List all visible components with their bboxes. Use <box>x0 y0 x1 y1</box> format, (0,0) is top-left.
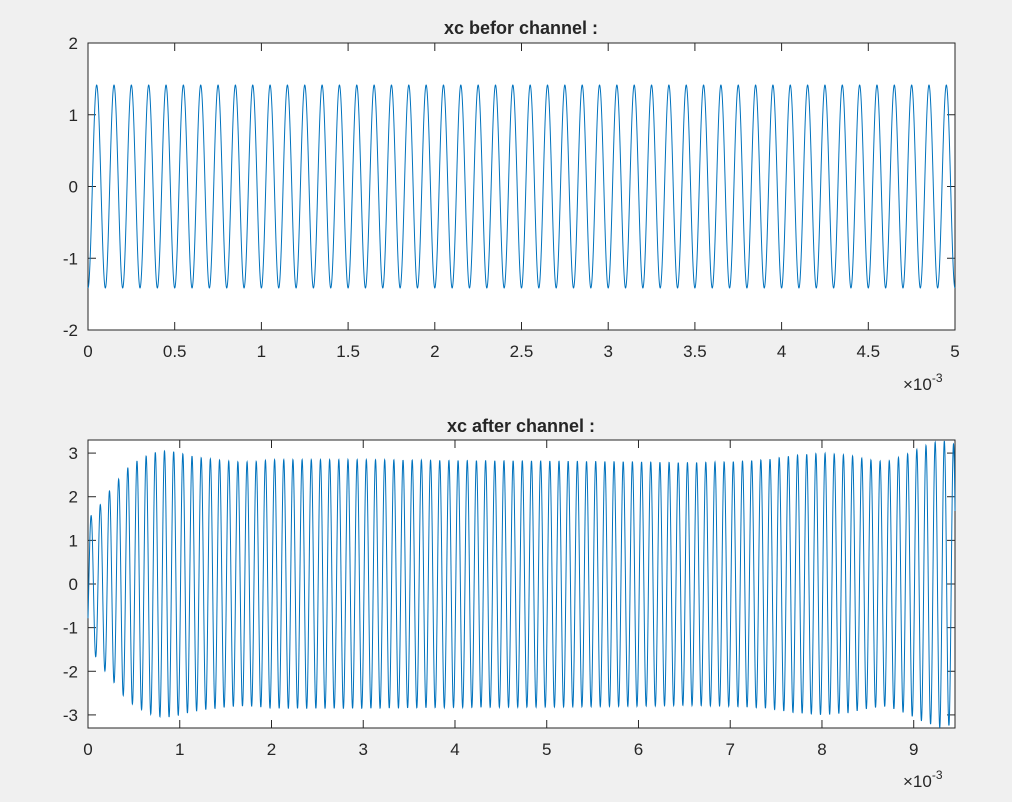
x-tick-label: 0 <box>83 342 92 361</box>
x-tick-label: 2 <box>430 342 439 361</box>
y-tick-label: 3 <box>69 444 78 463</box>
axes-bottom-x-exponent-base: ×10 <box>903 772 932 791</box>
x-tick-label: 4.5 <box>856 342 880 361</box>
y-tick-label: 2 <box>69 488 78 507</box>
y-tick-label: 1 <box>69 531 78 550</box>
x-tick-label: 2 <box>267 740 276 759</box>
y-tick-label: -2 <box>63 321 78 340</box>
y-tick-label: -2 <box>63 662 78 681</box>
x-tick-label: 0 <box>83 740 92 759</box>
svg-text:×10-3: ×10-3 <box>903 371 943 394</box>
x-tick-label: 3 <box>603 342 612 361</box>
y-tick-label: 0 <box>69 575 78 594</box>
x-tick-label: 4 <box>777 342 786 361</box>
x-tick-label: 3 <box>359 740 368 759</box>
x-tick-label: 1 <box>257 342 266 361</box>
x-tick-label: 5 <box>950 342 959 361</box>
axes-bottom-x-ticks: 0 1 2 3 4 5 6 7 8 9 <box>83 440 918 759</box>
x-tick-label: 1 <box>175 740 184 759</box>
x-tick-label: 0.5 <box>163 342 187 361</box>
y-tick-label: 1 <box>69 106 78 125</box>
y-tick-label: -3 <box>63 706 78 725</box>
axes-top-x-ticks: 0 0.5 1 1.5 2 2.5 3 3.5 4 4.5 5 <box>83 43 960 361</box>
x-tick-label: 6 <box>634 740 643 759</box>
x-tick-label: 2.5 <box>510 342 534 361</box>
y-tick-label: 2 <box>69 34 78 53</box>
y-tick-label: -1 <box>63 249 78 268</box>
axes-bottom-series-line <box>87 440 956 728</box>
axes-bottom-title: xc after channel : <box>447 416 595 436</box>
x-tick-label: 7 <box>725 740 734 759</box>
axes-top-title: xc befor channel : <box>444 18 598 38</box>
x-tick-label: 8 <box>817 740 826 759</box>
y-tick-label: 0 <box>69 178 78 197</box>
axes-top-series-line <box>87 84 956 289</box>
x-tick-label: 1.5 <box>336 342 360 361</box>
axes-bottom-x-exponent: ×10-3 <box>903 768 943 791</box>
y-tick-label: -1 <box>63 619 78 638</box>
axes-top-x-exponent-power: -3 <box>932 371 943 385</box>
x-tick-label: 5 <box>542 740 551 759</box>
axes-bottom-x-exponent-power: -3 <box>932 768 943 782</box>
axes-top-x-exponent: ×10-3 <box>903 371 943 394</box>
axes-top-y-ticks: 2 1 0 -1 -2 <box>63 34 955 340</box>
x-tick-label: 4 <box>450 740 459 759</box>
axes-bottom-y-ticks: 3 2 1 0 -1 -2 -3 <box>63 444 955 725</box>
axes-top: xc befor channel : 0 0.5 1 1.5 2 2.5 3 3.5 4 4.5 5… <box>63 18 960 394</box>
axes-bottom: xc after channel : 0 1 2 3 4 5 6 7 8 9 3 2 1 0 -1 -2 -3… <box>63 416 956 791</box>
svg-text:×10-3: ×10-3 <box>903 768 943 791</box>
x-tick-label: 3.5 <box>683 342 707 361</box>
axes-top-x-exponent-base: ×10 <box>903 375 932 394</box>
x-tick-label: 9 <box>909 740 918 759</box>
axes-top-plot-area <box>87 42 956 331</box>
